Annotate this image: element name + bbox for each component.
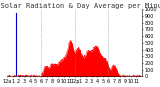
Title: Milwaukee Weather Solar Radiation & Day Average per Minute W/m2 (Today): Milwaukee Weather Solar Radiation & Day … xyxy=(0,3,160,9)
